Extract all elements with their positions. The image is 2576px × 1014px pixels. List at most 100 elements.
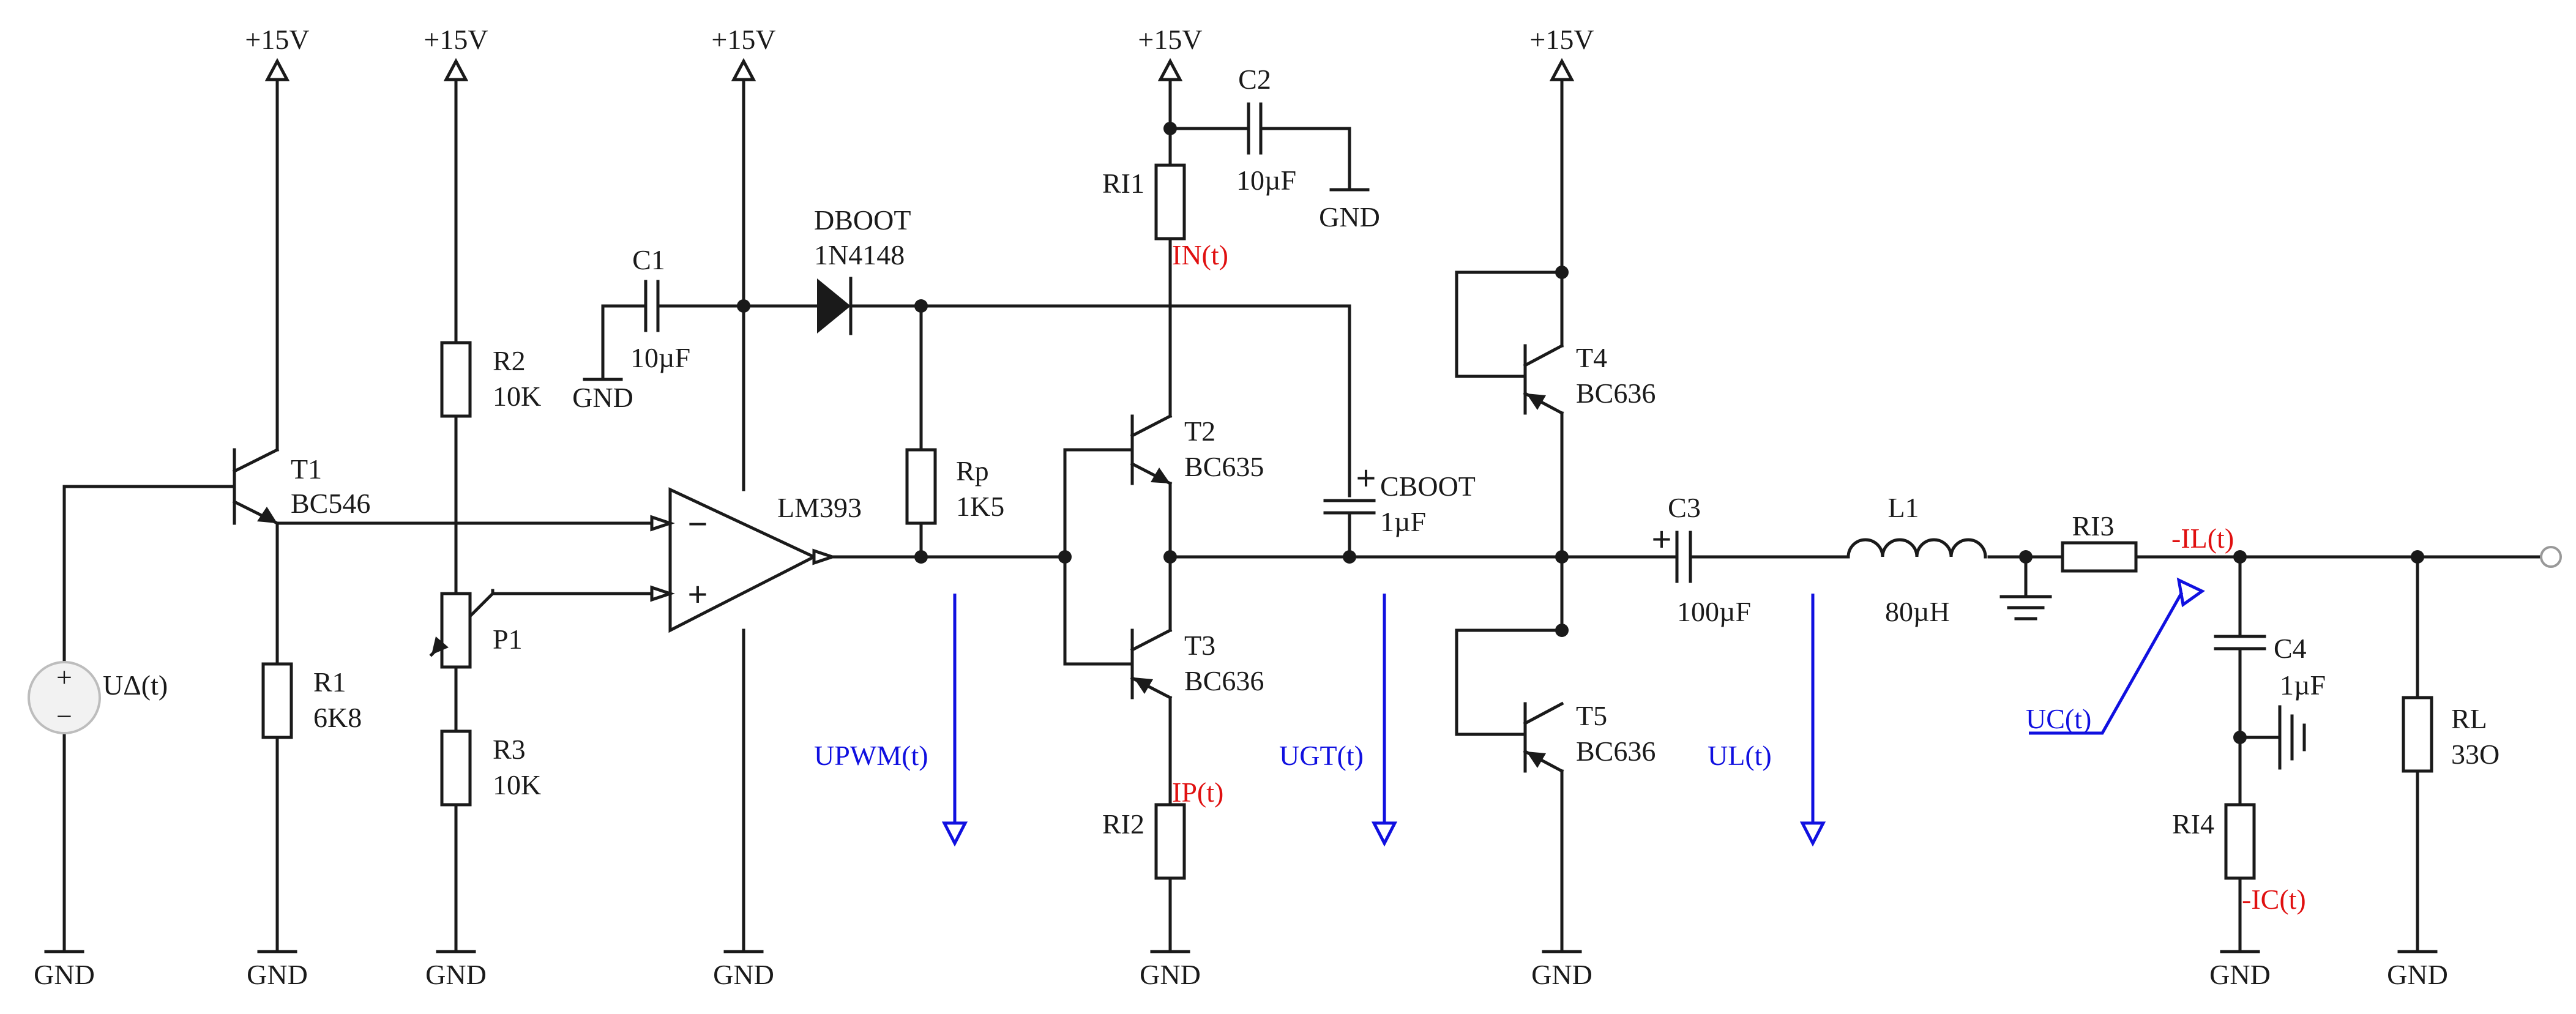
- ground-label: GND: [34, 959, 95, 990]
- ground-label: GND: [1140, 959, 1201, 990]
- ground-symbol: GND: [425, 950, 487, 990]
- output-terminal[interactable]: [2540, 546, 2562, 568]
- component-name: T3: [1184, 630, 1215, 661]
- component-name: RI3: [2072, 510, 2115, 542]
- component-name: R3: [493, 734, 526, 765]
- component-type: BC636: [1576, 736, 1656, 767]
- component-value: 1µF: [2280, 669, 2326, 701]
- component-type: BC636: [1184, 665, 1264, 696]
- resistor-ri1: RI1: [1102, 163, 1186, 240]
- signal-source: + − UΔ(t): [28, 661, 168, 734]
- earth-ground-symbol: [2278, 705, 2306, 770]
- component-value: 6K8: [313, 702, 362, 733]
- supply-label: +15V: [245, 24, 309, 55]
- source-minus: −: [56, 701, 72, 732]
- capacitor-c4: C4 1µF: [2214, 633, 2326, 701]
- ground-symbol: GND: [2387, 950, 2448, 990]
- ground-symbol: GND: [1140, 950, 1201, 990]
- ground-symbol: GND: [247, 950, 308, 990]
- component-name: DBOOT: [814, 204, 911, 236]
- component-name: C3: [1668, 492, 1701, 523]
- junctions: [737, 122, 2424, 744]
- probe-ul: UL(t): [1708, 594, 1826, 847]
- component-name: C1: [632, 244, 665, 275]
- transistor-t4: T4 BC636: [1523, 342, 1656, 416]
- grounds: GND GND GND GND GND GND GND GND: [34, 188, 2448, 990]
- ground-label: GND: [2209, 959, 2271, 990]
- current-probe-il: -IL(t): [2171, 523, 2234, 554]
- component-name: L1: [1887, 492, 1919, 523]
- probe-uc: UC(t): [2026, 577, 2205, 735]
- supply-label: +15V: [1529, 24, 1594, 55]
- supply-comparator: +15V: [711, 24, 776, 81]
- potentiometer-p1: P1: [431, 592, 523, 669]
- current-probe-in: IN(t): [1172, 239, 1228, 270]
- ground-label: GND: [425, 959, 487, 990]
- component-name: T2: [1184, 416, 1215, 447]
- transistor-t2: T2 BC635: [1130, 414, 1264, 486]
- component-value: 33O: [2451, 739, 2499, 770]
- supply-driver: +15V: [1138, 24, 1203, 81]
- transistor-t5: T5 BC636: [1523, 700, 1656, 774]
- component-type: BC636: [1576, 378, 1656, 409]
- probe-label: UGT(t): [1279, 740, 1364, 771]
- supply-label: +15V: [711, 24, 775, 55]
- component-name: C4: [2274, 633, 2307, 664]
- component-name: CBOOT: [1380, 471, 1476, 502]
- ground-symbol: GND: [34, 950, 95, 990]
- diode-dboot: DBOOT 1N4148: [814, 204, 911, 335]
- resistor-r1: R1 6K8: [261, 662, 362, 739]
- ground-label: GND: [2387, 959, 2448, 990]
- component-name: LM393: [777, 492, 862, 523]
- source-plus: +: [56, 662, 72, 693]
- current-probe-ip: IP(t): [1172, 777, 1223, 808]
- ground-label: GND: [713, 959, 774, 990]
- component-value: 80µH: [1885, 596, 1950, 627]
- component-type: 1N4148: [814, 239, 905, 270]
- component-name: T5: [1576, 700, 1607, 731]
- ground-label: GND: [247, 959, 308, 990]
- ground-label: GND: [1319, 201, 1380, 233]
- probe-label: UPWM(t): [814, 740, 928, 771]
- component-name: T1: [291, 453, 322, 485]
- component-value: 10µF: [1236, 165, 1296, 196]
- supply-label: +15V: [424, 24, 488, 55]
- resistor-ri3: RI3: [2061, 510, 2138, 573]
- inductor-l1: L1 80µH: [1846, 492, 1987, 627]
- supply-t1: +15V: [245, 24, 310, 81]
- probe-upwm: UPWM(t): [814, 594, 968, 847]
- polarity-mark: +: [1652, 520, 1672, 558]
- comparator-lm393: − + LM393: [650, 487, 862, 633]
- comparator-plus: +: [688, 575, 708, 613]
- component-value: 10K: [493, 381, 541, 412]
- resistor-r2: R2 10K: [440, 341, 541, 418]
- transistor-t1: T1 BC546: [232, 447, 370, 526]
- supply-label: +15V: [1138, 24, 1202, 55]
- comparator-minus: −: [688, 504, 708, 543]
- ground-label: GND: [572, 382, 633, 413]
- earth-ground-symbol: [1999, 595, 2052, 621]
- component-type: BC546: [291, 488, 370, 519]
- component-value: 1K5: [956, 491, 1004, 522]
- ground-label: GND: [1531, 959, 1592, 990]
- supply-divider: +15V: [424, 24, 488, 81]
- current-probe-ic: -IC(t): [2242, 884, 2306, 915]
- probe-label: UC(t): [2026, 703, 2091, 734]
- component-value: 100µF: [1677, 596, 1751, 627]
- component-name: R2: [493, 345, 526, 376]
- ground-symbol: GND: [2209, 950, 2271, 990]
- capacitor-cboot: + CBOOT 1µF: [1323, 458, 1476, 537]
- supply-output-stage: +15V: [1529, 24, 1594, 81]
- component-name: RI2: [1102, 808, 1144, 840]
- capacitor-c1: C1 10µF: [630, 244, 690, 373]
- wires: [62, 75, 2542, 953]
- capacitor-c2: C2 10µF: [1236, 64, 1296, 196]
- resistor-rp: Rp 1K5: [905, 448, 1004, 525]
- component-name: RI4: [2172, 808, 2214, 840]
- component-value: 10K: [493, 769, 541, 800]
- ground-symbol: GND: [713, 950, 774, 990]
- resistor-ri4: RI4: [2172, 803, 2256, 880]
- ground-symbol: GND: [1319, 188, 1380, 233]
- component-name: Rp: [956, 455, 989, 486]
